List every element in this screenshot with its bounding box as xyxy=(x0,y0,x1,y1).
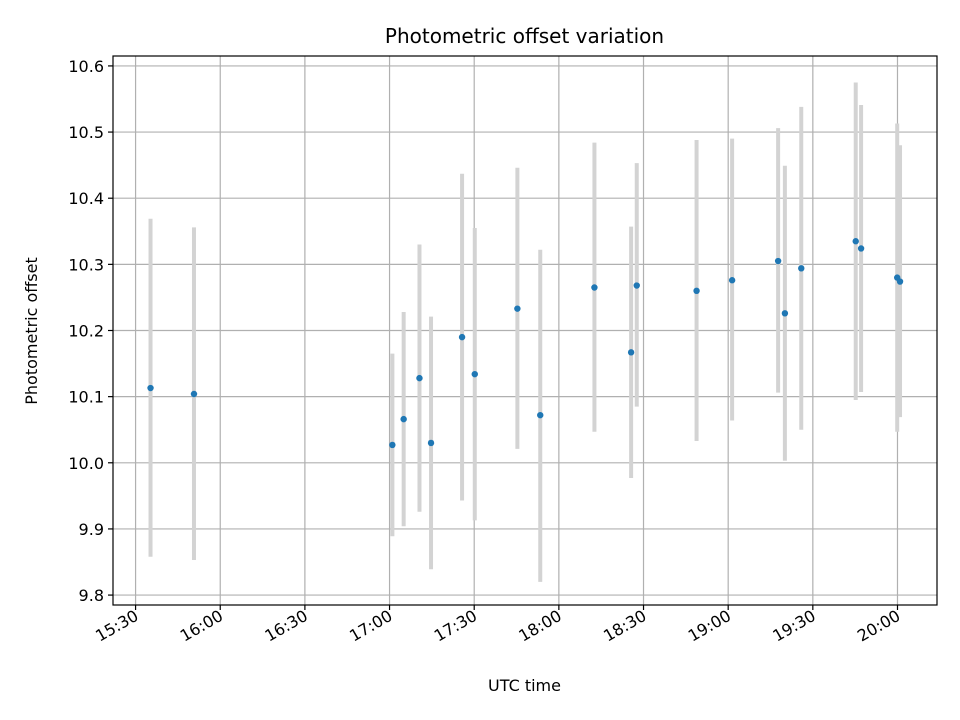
y-tick-label: 10.1 xyxy=(68,388,104,407)
data-point xyxy=(798,265,805,272)
data-point xyxy=(416,374,423,382)
y-tick-label: 10.2 xyxy=(68,322,104,341)
data-point xyxy=(147,384,154,392)
data-point xyxy=(458,333,466,341)
x-axis-label: UTC time xyxy=(488,676,561,695)
data-point xyxy=(389,441,396,449)
data-point xyxy=(537,411,544,419)
y-tick-label: 10.6 xyxy=(68,57,104,76)
y-axis-label: Photometric offset xyxy=(22,257,41,405)
data-point xyxy=(896,278,904,285)
point-layer xyxy=(147,238,904,449)
data-point xyxy=(400,415,407,423)
y-axis-ticks: 9.8 9.9 10.0 10.1 10.2 10.3 10.4 10.5 10.6 xyxy=(68,57,113,605)
data-point xyxy=(857,245,865,252)
y-tick-label: 10.5 xyxy=(68,123,104,142)
data-point xyxy=(728,277,736,284)
data-point xyxy=(190,390,198,398)
data-point xyxy=(471,370,478,378)
y-tick-label: 10.4 xyxy=(68,189,104,208)
data-point xyxy=(693,287,700,295)
chart-title: Photometric offset variation xyxy=(385,24,664,48)
data-point xyxy=(427,439,435,447)
data-point xyxy=(514,305,521,312)
data-point xyxy=(591,284,598,291)
data-point xyxy=(633,282,640,289)
y-tick-label: 9.9 xyxy=(79,520,104,539)
data-point xyxy=(774,257,782,265)
data-point xyxy=(781,310,789,317)
y-tick-label: 10.0 xyxy=(68,454,104,473)
data-point xyxy=(627,349,635,356)
y-tick-label: 10.3 xyxy=(68,255,104,274)
data-point xyxy=(852,238,859,245)
y-tick-label: 9.8 xyxy=(79,586,104,605)
